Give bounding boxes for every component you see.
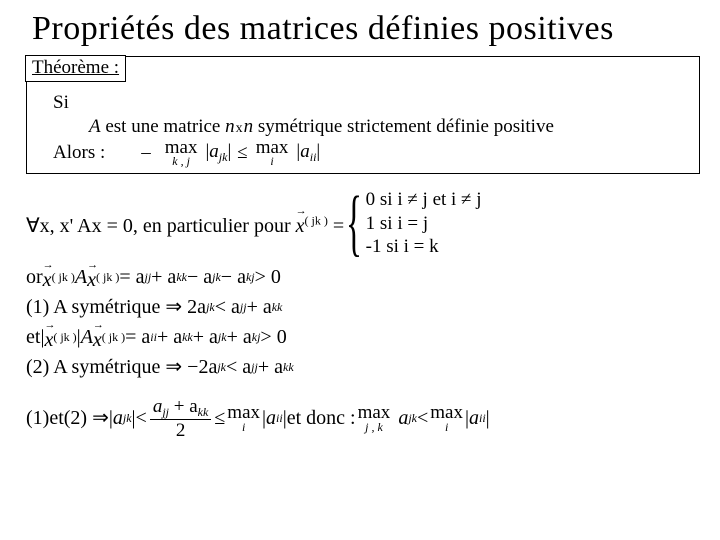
- x-vector-4: →x: [93, 323, 102, 352]
- max-i-3: max i: [430, 404, 463, 432]
- abs-ajk: |ajk|: [205, 140, 231, 165]
- case-3: -1 si i = k: [366, 235, 482, 259]
- times-icon: x: [235, 121, 244, 136]
- arrow-icon: →: [43, 259, 54, 272]
- x-vector-1: →x: [43, 263, 52, 292]
- leq-icon: ≤: [237, 141, 247, 165]
- max-jk: max j , k: [358, 404, 391, 432]
- arrow-icon: →: [87, 259, 98, 272]
- slide: Propriétés des matrices définies positiv…: [0, 0, 720, 540]
- arrow-icon: →: [44, 319, 55, 332]
- theorem-alors: Alors :: [53, 141, 105, 165]
- x-vector: →x: [296, 209, 305, 238]
- proof-body: ∀x, x' Ax = 0, en particulier pour →x( j…: [26, 188, 700, 440]
- x-vector-2: →x: [87, 263, 96, 292]
- theorem-si: Si: [53, 91, 691, 115]
- theorem-n1: n: [225, 116, 235, 137]
- max-i-2: max i: [227, 404, 260, 432]
- theorem-box: Théorème : Si A est une matrice nxn symé…: [26, 56, 700, 174]
- theorem-statement: A est une matrice nxn symétrique stricte…: [89, 115, 691, 139]
- forall-prefix: ∀x, x' Ax = 0, en particulier pour →x( j…: [26, 209, 344, 238]
- dash-icon: –: [141, 141, 157, 165]
- case-2: 1 si i = j: [366, 212, 482, 236]
- case-1: 0 si i ≠ j et i ≠ j: [366, 188, 482, 212]
- x-vector-3: →x: [44, 323, 53, 352]
- fraction: ajj + akk 2: [150, 397, 211, 440]
- brace-icon: {: [346, 195, 362, 253]
- et-line: et |→x( jk )| A →x( jk ) = aii + akk + a…: [26, 323, 700, 352]
- cases-row: ∀x, x' Ax = 0, en particulier pour →x( j…: [26, 188, 700, 259]
- theorem-inequality: – max k , j |ajk| ≤ max i |aii|: [141, 139, 320, 167]
- theorem-mid: est une matrice: [101, 116, 226, 137]
- theorem-alors-row: Alors : – max k , j |ajk| ≤ max i |aii|: [53, 139, 691, 167]
- page-title: Propriétés des matrices définies positiv…: [32, 10, 700, 48]
- max-i: max i: [256, 139, 289, 167]
- theorem-n2: n: [244, 116, 254, 137]
- theorem-post: symétrique strictement définie positive: [253, 116, 554, 137]
- theorem-A: A: [89, 116, 101, 137]
- arrow-icon: →: [93, 319, 104, 332]
- line-1: (1) A symétrique ⇒ 2ajk < ajj + akk: [26, 296, 700, 319]
- arrow-icon: →: [296, 205, 307, 218]
- max-kj: max k , j: [165, 139, 198, 167]
- or-line: or →x( jk ) A →x( jk ) = ajj + akk − ajk…: [26, 263, 700, 292]
- theorem-label: Théorème :: [25, 55, 126, 82]
- final-line: (1)et(2) ⇒ |ajk| < ajj + akk 2 ≤ max i |…: [26, 397, 700, 440]
- line-2: (2) A symétrique ⇒ −2ajk < ajj + akk: [26, 356, 700, 379]
- cases-list: 0 si i ≠ j et i ≠ j 1 si i = j -1 si i =…: [366, 188, 482, 259]
- abs-aii: |aii|: [296, 140, 320, 165]
